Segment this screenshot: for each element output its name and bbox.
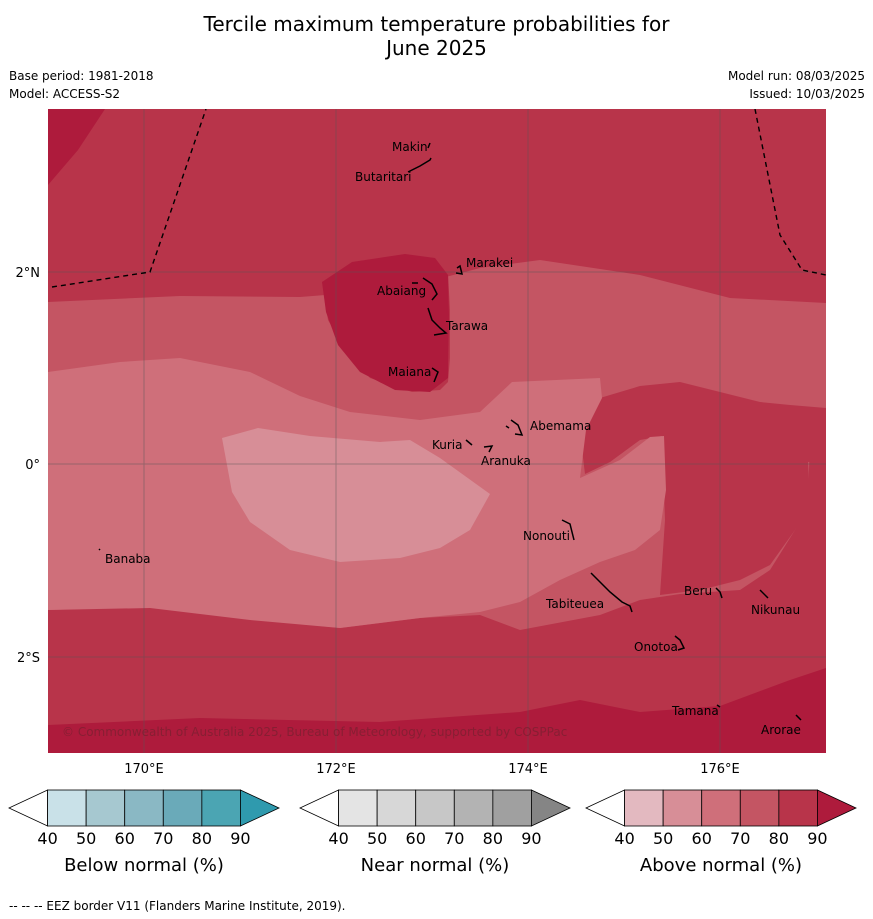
colorbar-tick-label: 90: [521, 829, 541, 848]
colorbar-tick-label: 60: [406, 829, 426, 848]
colorbar-tick-label: 80: [192, 829, 212, 848]
lon-label-174e: 174°E: [508, 762, 548, 777]
place-labels: Makin Butaritari Marakei Abaiang Tarawa …: [105, 140, 801, 737]
colorbar-tick-label: 80: [769, 829, 789, 848]
colorbar-segment: [739, 789, 780, 827]
label-kuria: Kuria: [432, 438, 463, 452]
colorbar-tick-label: 80: [483, 829, 503, 848]
patch-90-tarawa: [322, 254, 449, 392]
label-abaiang: Abaiang: [377, 284, 426, 298]
island-outlines: [98, 142, 802, 721]
label-tamana: Tamana: [671, 704, 719, 718]
colorbar-tick-label: 40: [37, 829, 57, 848]
colorbar-extend-low: [8, 789, 48, 827]
colorbar-segment: [415, 789, 455, 827]
label-maiana: Maiana: [388, 365, 431, 379]
colorbar-segment: [376, 789, 417, 827]
lon-label-172e: 172°E: [316, 762, 356, 777]
lat-label-2n: 2°N: [16, 266, 41, 281]
colorbar-segment: [453, 789, 494, 827]
colorbar-title: Above normal (%): [640, 855, 802, 876]
colorbar-tick-label: 60: [115, 829, 135, 848]
colorbar-segment: [778, 789, 818, 827]
label-banaba: Banaba: [105, 552, 151, 566]
colorbar-tick-label: 50: [76, 829, 96, 848]
lat-label-0: 0°: [25, 458, 40, 473]
meta-right: Model run: 08/03/2025 Issued: 10/03/2025: [728, 67, 865, 103]
title-line-2: June 2025: [386, 36, 487, 60]
band-50-60: [222, 428, 490, 562]
colorbar-segment: [701, 789, 741, 827]
colorbar-segment: [338, 789, 378, 827]
label-beru: Beru: [684, 584, 712, 598]
meta-left: Base period: 1981-2018 Model: ACCESS-S2: [9, 67, 154, 103]
label-makin: Makin: [392, 140, 428, 154]
lat-label-2s: 2°S: [17, 651, 40, 666]
colorbar-tick-label: 50: [653, 829, 673, 848]
map-title: Tercile maximum temperature probabilitie…: [0, 12, 873, 60]
copyright-text: © Commonwealth of Australia 2025, Bureau…: [62, 725, 567, 739]
colorbar-tick-label: 40: [614, 829, 634, 848]
colorbar-tick-label: 70: [153, 829, 173, 848]
colorbar-tick-label: 40: [328, 829, 348, 848]
band-80-90-east: [576, 382, 826, 595]
colorbar-below-normal: 40 50 60 70 80 90 Below normal (%): [8, 789, 280, 876]
lon-label-176e: 176°E: [700, 762, 740, 777]
lon-label-170e: 170°E: [124, 762, 164, 777]
colorbar-extend-low: [299, 789, 339, 827]
colorbar-extend-high: [817, 789, 857, 827]
label-arorae: Arorae: [761, 723, 801, 737]
colorbar-segment: [162, 789, 203, 827]
label-marakei: Marakei: [466, 256, 513, 270]
colorbars: 40 50 60 70 80 90 Below normal (%) 40 50 60 70 80 9…: [8, 789, 857, 876]
colorbar-segment: [662, 789, 703, 827]
footer-eez-note: -- -- -- EEZ border V11 (Flanders Marine…: [9, 899, 346, 913]
axis-labels: 2°N 0° 2°S 170°E 172°E 174°E 176°E: [16, 266, 740, 777]
graticule: [48, 109, 826, 753]
colorbar-extend-high: [240, 789, 280, 827]
colorbar-title: Near normal (%): [361, 855, 510, 876]
colorbar-tick-label: 90: [230, 829, 250, 848]
colorbar-title: Below normal (%): [64, 855, 224, 876]
title-line-1: Tercile maximum temperature probabilitie…: [203, 12, 670, 36]
base-period: Base period: 1981-2018: [9, 69, 154, 83]
colorbar-extend-high: [531, 789, 571, 827]
probability-field: [48, 109, 826, 753]
label-abemama: Abemama: [530, 419, 591, 433]
colorbar-tick-label: 70: [730, 829, 750, 848]
label-tabiteuea: Tabiteuea: [545, 597, 604, 611]
colorbar-segment: [47, 789, 87, 827]
patch-90-nw: [48, 109, 105, 185]
colorbar-segment: [85, 789, 126, 827]
colorbar-extend-low: [585, 789, 625, 827]
patch-90-south: [48, 668, 826, 753]
colorbar-tick-label: 60: [692, 829, 712, 848]
colorbar-tick-label: 70: [444, 829, 464, 848]
colorbar-near-normal: 40 50 60 70 80 90 Near normal (%): [299, 789, 571, 876]
colorbar-segment: [624, 789, 664, 827]
issued-date: Issued: 10/03/2025: [749, 87, 865, 101]
colorbar-above-normal: 40 50 60 70 80 90 Above normal (%): [585, 789, 857, 876]
eez-border: [51, 109, 826, 288]
label-aranuka: Aranuka: [481, 454, 531, 468]
label-nonouti: Nonouti: [523, 529, 570, 543]
label-onotoa: Onotoa: [634, 640, 678, 654]
colorbar-tick-label: 50: [367, 829, 387, 848]
model-run: Model run: 08/03/2025: [727, 69, 865, 83]
label-tarawa: Tarawa: [445, 319, 488, 333]
colorbar-segment: [492, 789, 532, 827]
colorbar-segment: [201, 789, 241, 827]
colorbar-segment: [124, 789, 164, 827]
label-nikunau: Nikunau: [751, 603, 800, 617]
colorbar-tick-label: 90: [807, 829, 827, 848]
model-name: Model: ACCESS-S2: [9, 87, 121, 101]
label-butaritari: Butaritari: [355, 170, 412, 184]
